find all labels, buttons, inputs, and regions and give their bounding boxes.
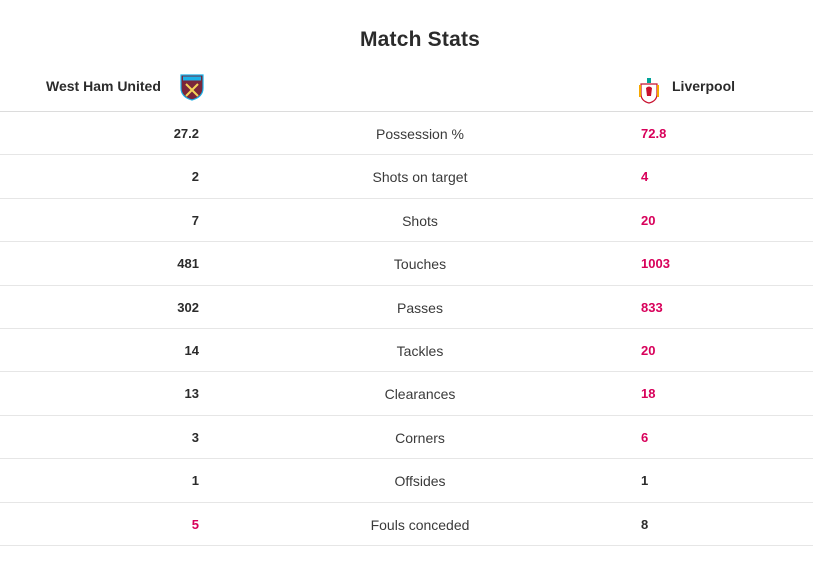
west-ham-crest-icon <box>180 73 204 101</box>
stat-row: 7 Shots 20 <box>0 199 813 243</box>
away-stat-value: 72.8 <box>641 126 667 141</box>
home-stat-value: 13 <box>184 386 199 402</box>
away-stat-value: 6 <box>641 429 649 445</box>
away-stat-value: 8 <box>641 516 649 532</box>
away-stat-value: 18 <box>641 386 656 402</box>
stat-row: 3 Corners 6 <box>0 416 813 460</box>
stat-label: Corners <box>395 429 445 446</box>
home-stat-value: 27.2 <box>173 126 199 141</box>
stat-label: Passes <box>397 299 443 316</box>
teams-header: West Ham United Liverpool <box>0 68 813 110</box>
stat-row: 302 Passes 833 <box>0 286 813 329</box>
stats-table: 27.2 Possession % 72.8 2 Shots on target 4 7 Sh… <box>0 111 813 546</box>
away-stat-value: 1 <box>641 473 649 489</box>
stat-label: Fouls conceded <box>370 516 470 533</box>
liverpool-crest-icon <box>638 76 660 104</box>
stat-row: 481 Touches 1003 <box>0 242 813 286</box>
stat-label: Touches <box>393 256 447 273</box>
stat-row: 27.2 Possession % 72.8 <box>0 112 813 156</box>
stat-label: Offsides <box>394 473 446 490</box>
stat-row: 1 Offsides 1 <box>0 459 813 503</box>
away-stat-value: 20 <box>641 212 656 228</box>
home-team-name: West Ham United <box>46 78 161 94</box>
home-stat-value: 7 <box>191 212 199 228</box>
home-stat-value: 5 <box>191 516 199 532</box>
home-stat-value: 14 <box>184 342 199 358</box>
home-stat-value: 3 <box>191 429 199 445</box>
stat-label: Shots on target <box>372 169 468 186</box>
home-stat-value: 2 <box>191 169 199 185</box>
stat-label: Shots <box>402 212 438 229</box>
stat-row: 5 Fouls conceded 8 <box>0 503 813 546</box>
away-stat-value: 1003 <box>641 256 670 272</box>
stat-label: Tackles <box>396 342 444 359</box>
home-stat-value: 302 <box>177 299 199 315</box>
stat-row: 13 Clearances 18 <box>0 372 813 416</box>
home-stat-value: 1 <box>191 473 199 489</box>
stat-label: Possession % <box>376 126 464 142</box>
stat-row: 2 Shots on target 4 <box>0 155 813 199</box>
stat-row: 14 Tackles 20 <box>0 329 813 373</box>
page-title: Match Stats <box>359 28 481 51</box>
away-stat-value: 4 <box>641 169 649 185</box>
away-team-name: Liverpool <box>672 78 736 94</box>
away-stat-value: 20 <box>641 342 656 358</box>
stat-label: Clearances <box>384 386 456 403</box>
away-stat-value: 833 <box>641 299 663 315</box>
home-stat-value: 481 <box>177 256 199 272</box>
